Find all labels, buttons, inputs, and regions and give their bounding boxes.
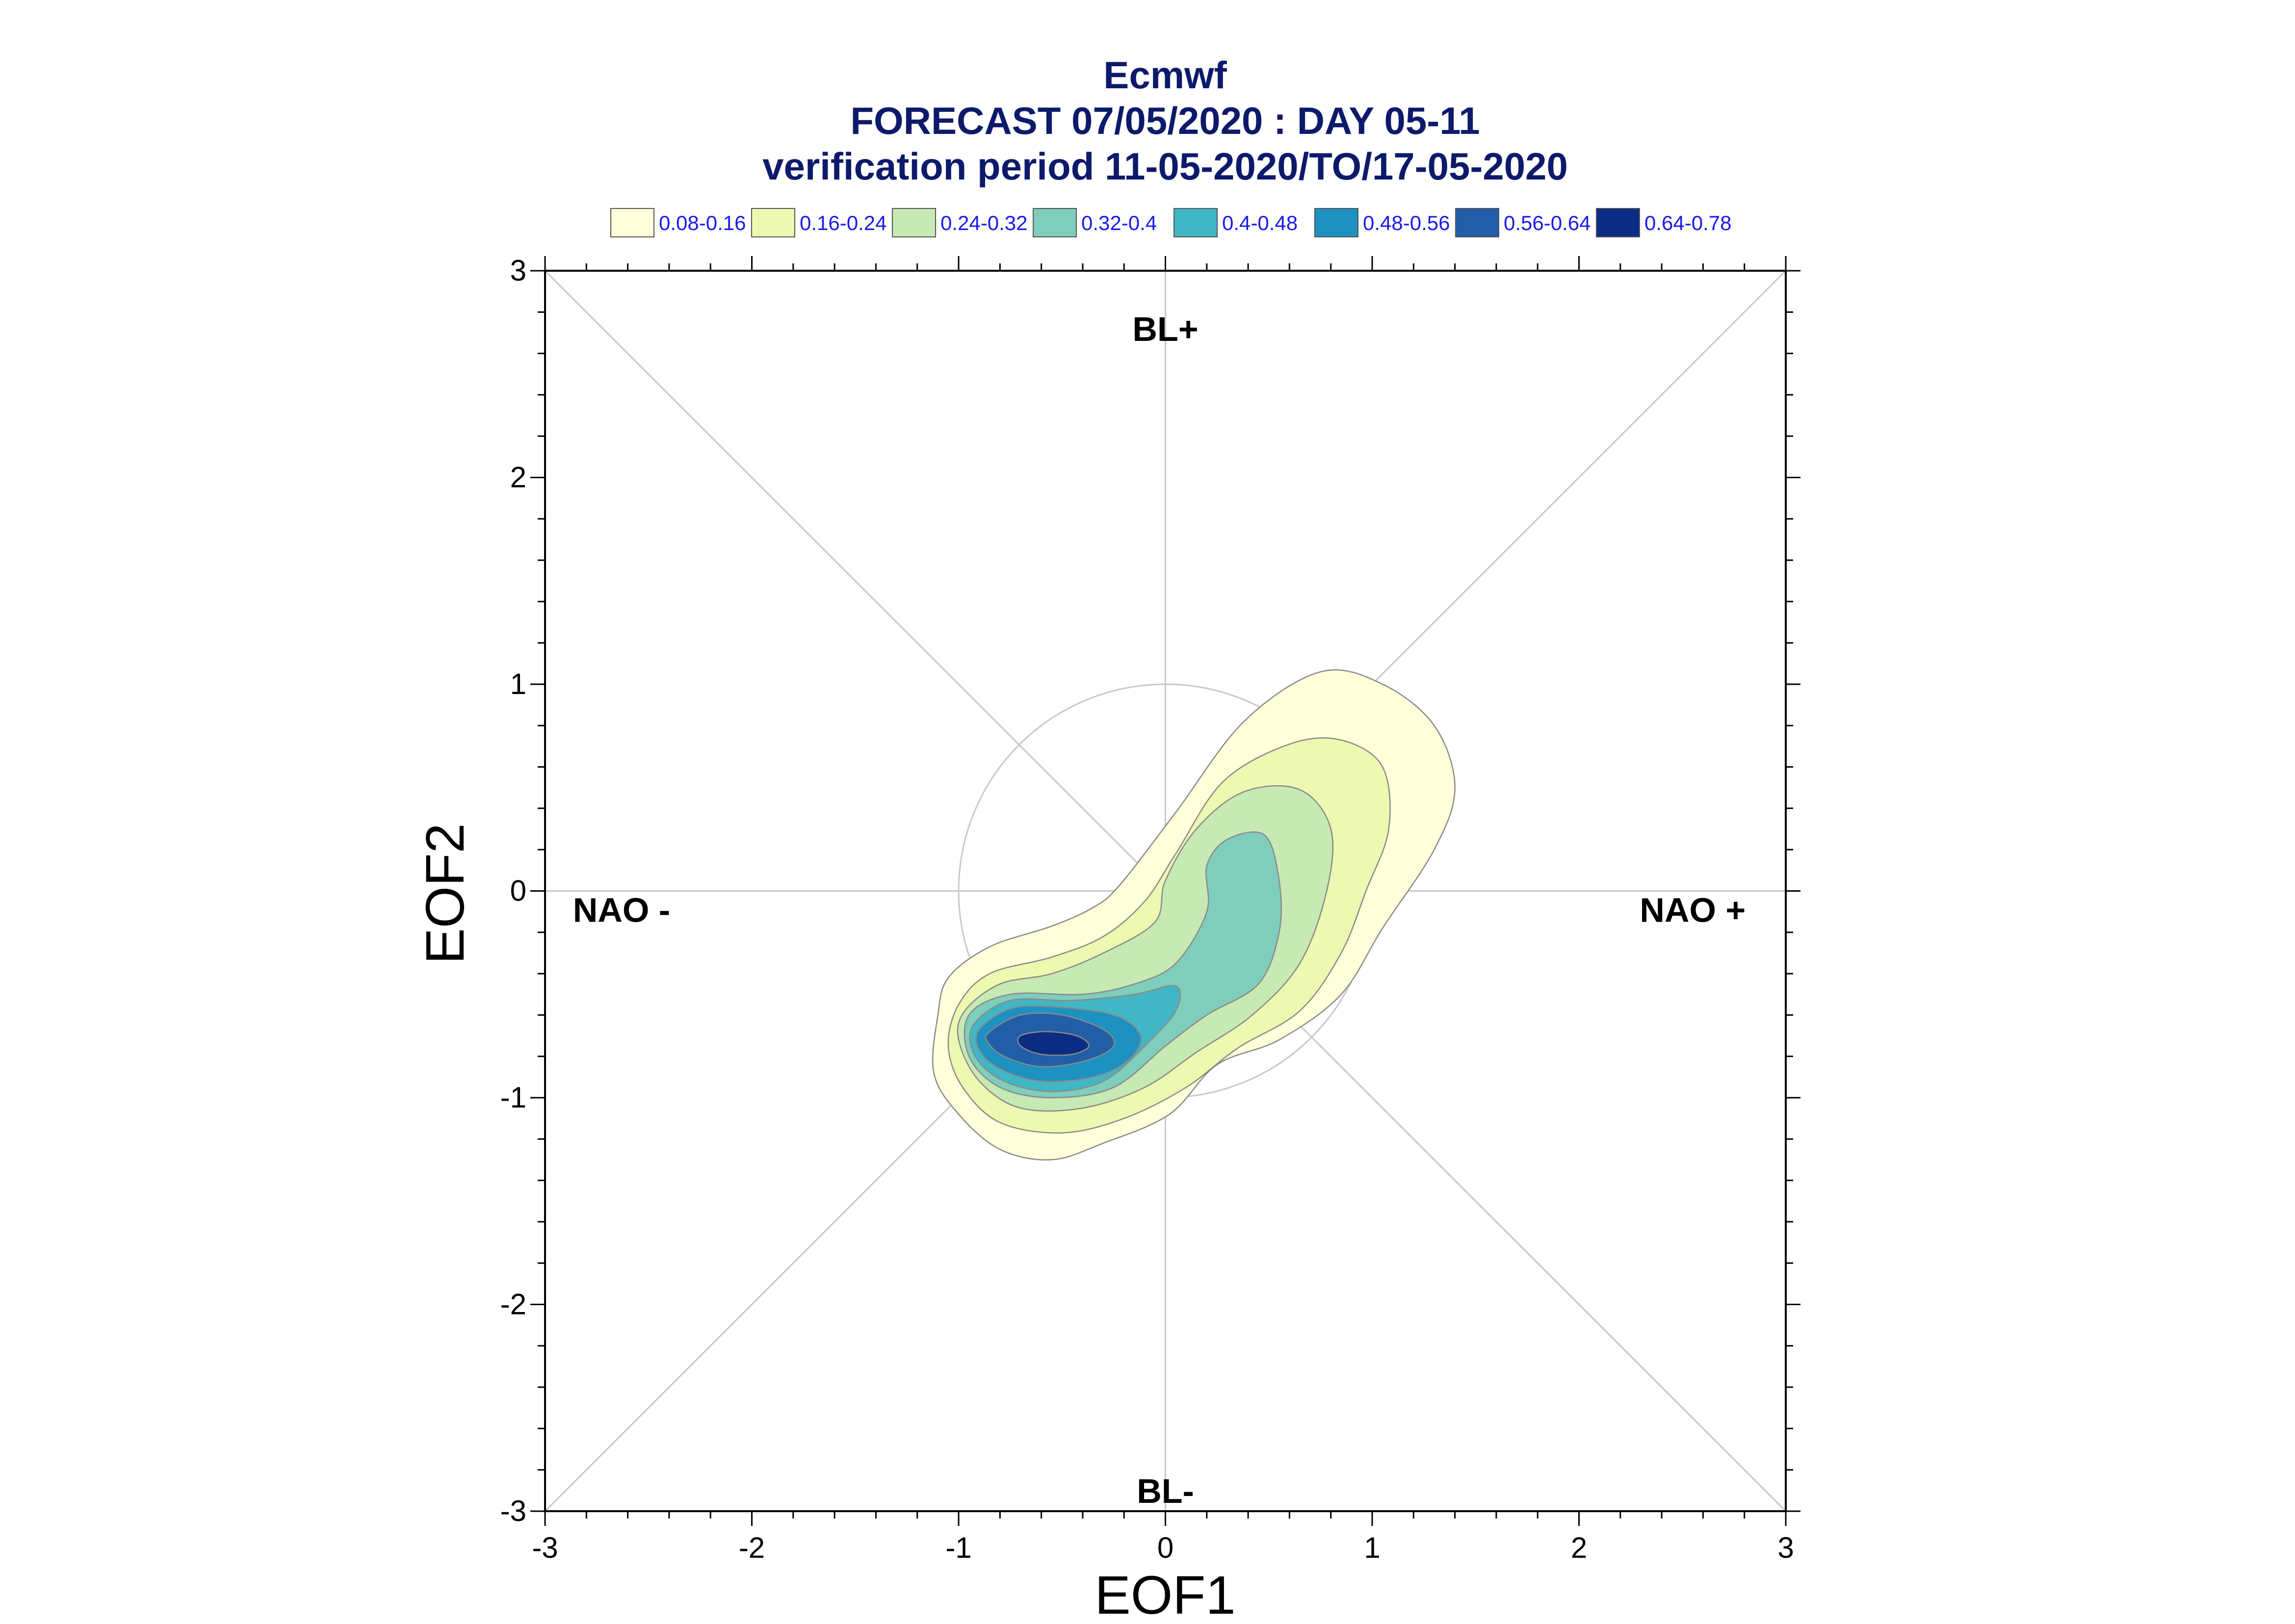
legend-swatch: [751, 208, 795, 237]
legend-label: 0.4-0.48: [1222, 211, 1298, 234]
x-axis-title: EOF1: [1095, 1565, 1235, 1624]
legend-label: 0.48-0.56: [1363, 211, 1450, 234]
chart-title: Ecmwf FORECAST 07/05/2020 : DAY 05-11 ve…: [762, 53, 1568, 188]
legend-label: 0.24-0.32: [940, 211, 1027, 234]
plot-area: -3 -2 -1 0 1 2 3 -3 -2 -1 0 1 2 3 BL+ BL- NAO - NAO +: [500, 254, 1800, 1564]
legend-swatch: [1596, 208, 1640, 237]
legend-swatch: [1314, 208, 1358, 237]
x-tick-label: 0: [1157, 1531, 1174, 1564]
legend-swatch: [1455, 208, 1499, 237]
region-label: NAO +: [1640, 891, 1746, 929]
legend-swatch: [1174, 208, 1218, 237]
legend-label: 0.08-0.16: [659, 211, 746, 234]
legend: 0.08-0.16 0.16-0.24 0.24-0.32 0.32-0.4 0.4-0…: [610, 208, 1731, 237]
contour-8: [1017, 1031, 1090, 1056]
region-label: BL+: [1132, 310, 1198, 348]
x-tick-label: -1: [945, 1531, 971, 1564]
region-label: NAO -: [573, 891, 670, 929]
title-line-2: FORECAST 07/05/2020 : DAY 05-11: [850, 99, 1480, 142]
y-tick-label: -2: [500, 1288, 526, 1321]
y-tick-label: 0: [510, 875, 526, 907]
contour-fills: [932, 669, 1456, 1161]
y-tick-label: 3: [510, 254, 526, 287]
y-tick-label: 1: [510, 668, 526, 700]
y-tick-label: 2: [510, 461, 526, 494]
x-tick-label: -3: [532, 1531, 558, 1564]
region-label: BL-: [1137, 1472, 1194, 1510]
y-tick-label: -3: [500, 1495, 526, 1527]
title-line-3: verification period 11-05-2020/TO/17-05-…: [762, 145, 1568, 188]
region-labels: BL+ BL- NAO - NAO +: [573, 310, 1746, 1510]
legend-label: 0.64-0.78: [1644, 211, 1731, 234]
legend-swatch: [610, 208, 654, 237]
y-tick-label: -1: [500, 1081, 526, 1114]
x-tick-label: 1: [1364, 1531, 1380, 1564]
legend-label: 0.56-0.64: [1504, 211, 1591, 234]
x-tick-label: -2: [739, 1531, 765, 1564]
axes: -3 -2 -1 0 1 2 3 -3 -2 -1 0 1 2 3: [500, 254, 1800, 1564]
x-tick-label: 3: [1777, 1531, 1794, 1564]
title-line-1: Ecmwf: [1103, 53, 1227, 97]
legend-label: 0.16-0.24: [800, 211, 887, 234]
y-axis-title: EOF2: [415, 823, 475, 964]
x-tick-label: 2: [1571, 1531, 1587, 1564]
legend-swatch: [1033, 208, 1077, 237]
legend-label: 0.32-0.4: [1081, 211, 1157, 234]
legend-swatch: [892, 208, 936, 237]
